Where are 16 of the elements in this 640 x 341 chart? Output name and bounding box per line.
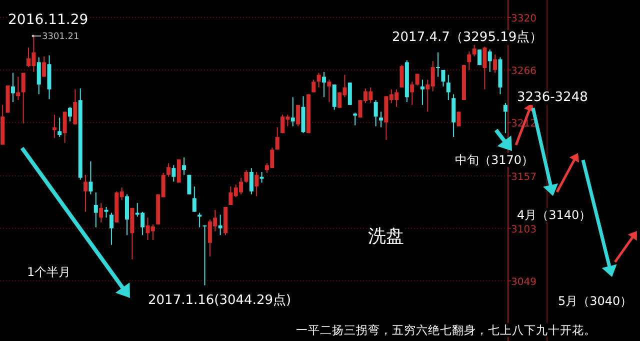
text: 3236-3248 bbox=[517, 90, 588, 105]
annotation: 3301.21 bbox=[42, 32, 80, 42]
y-tick-label: 3157 bbox=[511, 172, 536, 183]
y-tick-label: 3103 bbox=[511, 224, 536, 236]
annotation: 中旬（3170） bbox=[455, 153, 534, 167]
text: 4月（3140） bbox=[517, 208, 592, 222]
annotation: 2017.1.16(3044.29点) bbox=[148, 293, 292, 308]
annotation: 一平二扬三拐弯，五穷六绝七翻身，七上八下九十开花。 bbox=[296, 323, 596, 337]
y-tick-label: 3049 bbox=[511, 276, 536, 288]
annotation: 2016.11.29 bbox=[8, 12, 88, 28]
y-tick-label: 3266 bbox=[511, 66, 536, 77]
text: 5月（3040） bbox=[558, 294, 632, 308]
annotation: 2017.4.7（3295.19点） bbox=[392, 30, 543, 45]
y-tick-label: 3320 bbox=[511, 13, 536, 24]
annotation: 1个半月 bbox=[27, 265, 71, 279]
annotation: 洗盘 bbox=[368, 226, 404, 247]
